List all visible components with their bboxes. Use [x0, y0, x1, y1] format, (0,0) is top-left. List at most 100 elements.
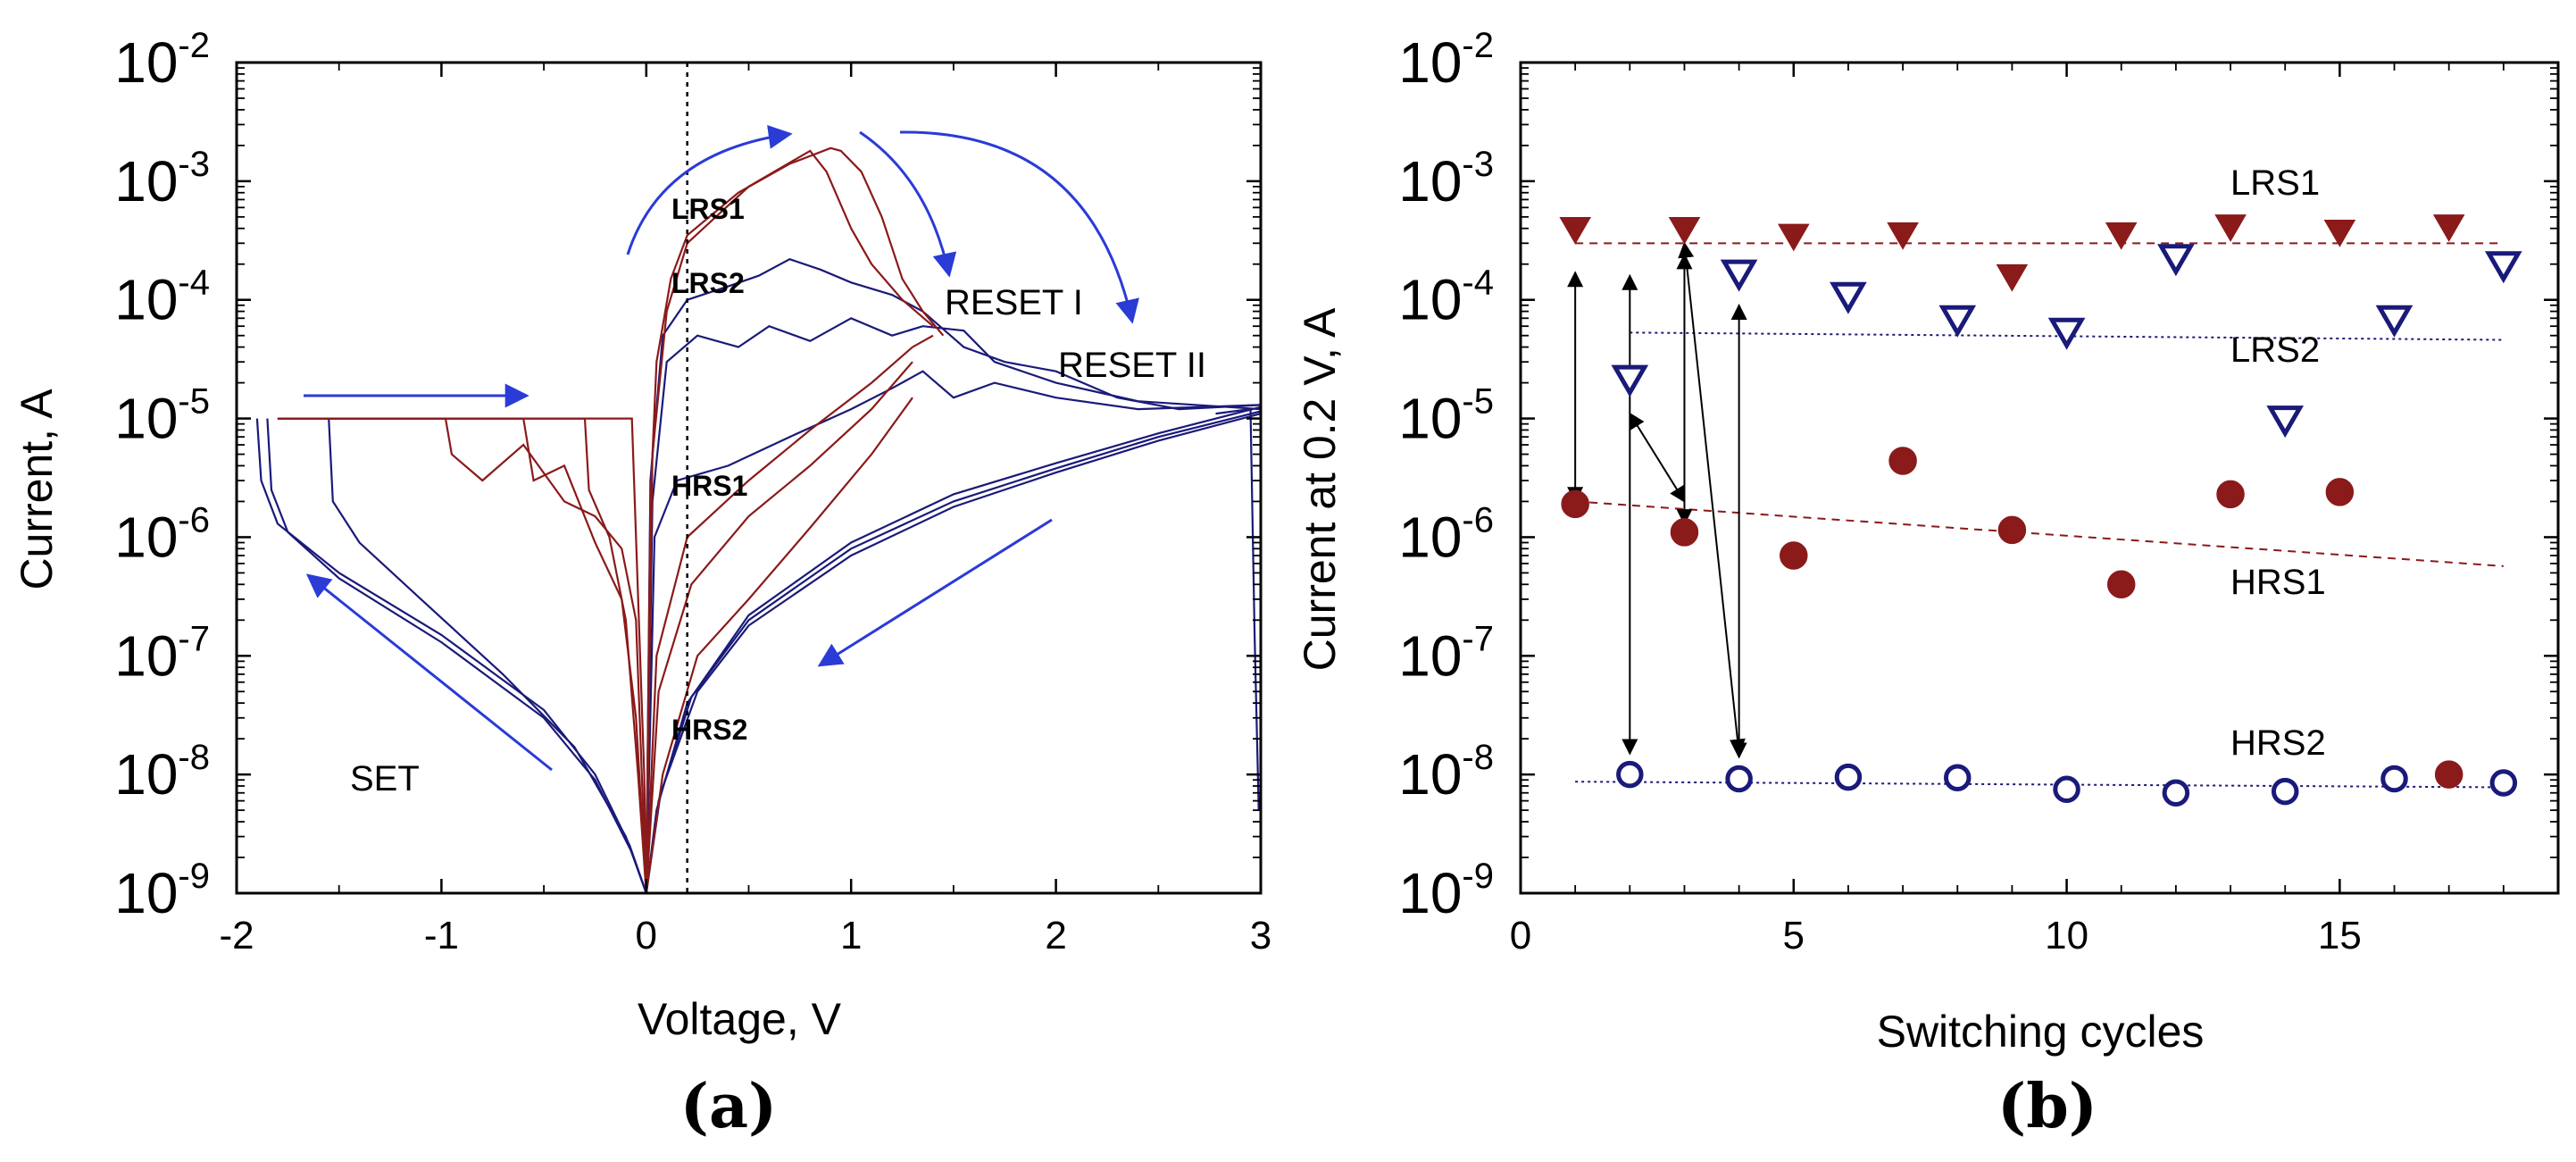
data-point-hrs2	[2489, 769, 2518, 797]
data-point-lrs1	[2214, 214, 2247, 242]
transition-arrow-icon	[1629, 412, 1686, 503]
data-point-lrs2	[2047, 317, 2086, 350]
y-tick-label: 10-3	[1398, 145, 1494, 213]
data-point-hrs2	[1616, 760, 1644, 789]
panel-b-switching-cycles: 10-9 10-8 10-7 10-6 10-5 10-4 10-3 10-2 0 5 10 15 L…	[1295, 26, 2560, 1142]
panel-label-b: (b)	[1997, 1071, 2097, 1142]
data-point-lrs2	[2484, 251, 2522, 284]
y-tick-label: 10-4	[1398, 263, 1494, 332]
trend-lines-group	[1575, 242, 2504, 789]
arrow-set-return-icon	[305, 573, 553, 772]
arrow-reset2-icon	[899, 130, 1139, 324]
label-hrs1-a: HRS1	[671, 470, 747, 502]
data-point-hrs1	[1561, 489, 1589, 519]
label-lrs2-a: LRS2	[671, 267, 745, 299]
data-point-lrs1	[1777, 223, 1810, 252]
x-tick-label: 3	[1250, 914, 1271, 957]
data-point-hrs2	[1944, 764, 1972, 791]
y-tick-label: 10-4	[114, 263, 210, 332]
data-point-lrs1	[2432, 214, 2465, 242]
iv-curve-blue-lrs-2	[645, 317, 1262, 894]
plot-frame-b	[1519, 61, 2560, 895]
x-tick-label: 2	[1045, 914, 1066, 957]
data-point-lrs1	[2105, 222, 2138, 250]
x-tick-label: 10	[2045, 914, 2088, 957]
data-point-lrs1	[1559, 216, 1592, 245]
y-tick-label: 10-6	[114, 500, 210, 569]
axis-ticks-b: 10-9 10-8 10-7 10-6 10-5 10-4 10-3 10-2 0 5 10 15	[1398, 26, 2559, 957]
data-point-lrs1	[2323, 219, 2356, 247]
data-point-hrs2	[2271, 777, 2299, 806]
y-tick-label: 10-8	[114, 738, 210, 807]
data-point-lrs2	[2266, 405, 2305, 439]
data-point-hrs1	[1670, 518, 1699, 547]
data-point-hrs1	[2216, 480, 2245, 509]
data-point-hrs1	[1888, 447, 1917, 475]
panel-label-a: (a)	[680, 1071, 777, 1142]
x-axis-label-a: Voltage, V	[638, 994, 842, 1044]
transition-arrows-group	[1567, 241, 1747, 759]
data-point-lrs2	[1938, 305, 1977, 338]
y-tick-label: 10-7	[1398, 619, 1494, 688]
y-tick-label: 10-7	[114, 619, 210, 688]
data-point-lrs2	[1611, 364, 1649, 397]
x-tick-label: 5	[1783, 914, 1805, 957]
data-point-hrs1	[2434, 760, 2463, 789]
arrow-lrs-rise-icon	[626, 124, 793, 255]
x-tick-label: 1	[840, 914, 862, 957]
y-tick-label: 10-9	[1398, 857, 1494, 925]
data-point-lrs2	[1720, 259, 1758, 292]
data-point-lrs2	[1830, 281, 1867, 314]
label-hrs2-b: HRS2	[2230, 723, 2326, 763]
y-tick-label: 10-2	[1398, 26, 1494, 95]
transition-arrow-icon	[1678, 241, 1746, 756]
data-point-hrs1	[2106, 570, 2136, 599]
data-point-hrs2	[1834, 763, 1863, 791]
data-point-lrs1	[1996, 263, 2029, 292]
iv-curve-blue-lrs	[645, 258, 1262, 894]
data-point-hrs1	[1780, 541, 1808, 570]
label-lrs2-b: LRS2	[2230, 330, 2320, 370]
y-tick-label: 10-5	[1398, 382, 1494, 451]
data-point-hrs1	[1997, 515, 2027, 545]
label-hrs1-b: HRS1	[2230, 563, 2326, 602]
data-point-lrs1	[1887, 222, 1919, 250]
x-tick-label: 0	[636, 914, 657, 957]
iv-curve-red-set-1	[277, 417, 647, 894]
x-tick-label: 0	[1510, 914, 1531, 957]
label-reset2: RESET II	[1058, 346, 1206, 385]
y-tick-label: 10-2	[114, 26, 210, 95]
iv-curve-red-hrs2	[645, 397, 913, 894]
iv-curve-red-lrs1-b	[645, 149, 934, 894]
iv-curve-blue-reset2-drop	[1215, 407, 1260, 811]
iv-curve-red-hrs1-1	[645, 334, 934, 894]
label-set: SET	[350, 759, 420, 798]
data-point-hrs2	[1725, 765, 1753, 793]
y-tick-label: 10-9	[114, 857, 210, 925]
label-lrs1-a: LRS1	[671, 193, 745, 225]
iv-series-group	[255, 146, 1262, 894]
label-lrs1-b: LRS1	[2230, 163, 2320, 203]
data-point-hrs2	[2053, 775, 2080, 803]
iv-curve-blue-rest-3	[328, 413, 1262, 894]
iv-curve-red-set-4	[277, 417, 647, 894]
y-axis-label-b: Current at 0.2 V, A	[1295, 307, 1345, 671]
data-point-hrs1	[2325, 478, 2355, 506]
data-point-hrs2	[2380, 765, 2408, 793]
trend-line-HRS2-trend	[1575, 781, 2504, 789]
y-tick-label: 10-5	[114, 382, 210, 451]
y-axis-label-a: Current, A	[12, 389, 62, 590]
y-tick-label: 10-3	[114, 145, 210, 213]
panel-a-iv-curves: 10-9 10-8 10-7 10-6 10-5 10-4 10-3 10-2 -2 -1 0 1 2 3…	[12, 26, 1271, 1142]
iv-curve-blue-rest-2	[266, 410, 1262, 894]
trend-line-LRS2-trend	[1630, 331, 2504, 341]
y-tick-label: 10-6	[1398, 500, 1494, 569]
x-tick-label: -1	[424, 914, 459, 957]
data-point-lrs2	[2375, 305, 2413, 338]
iv-curve-blue-hrs1-sweep	[645, 370, 1262, 894]
arrow-return-hrs-icon	[817, 518, 1053, 667]
label-hrs2-a: HRS2	[671, 714, 747, 746]
axis-ticks-a: 10-9 10-8 10-7 10-6 10-5 10-4 10-3 10-2 -2 -1 0 1 2 3	[114, 26, 1271, 957]
x-tick-label: -2	[219, 914, 254, 957]
